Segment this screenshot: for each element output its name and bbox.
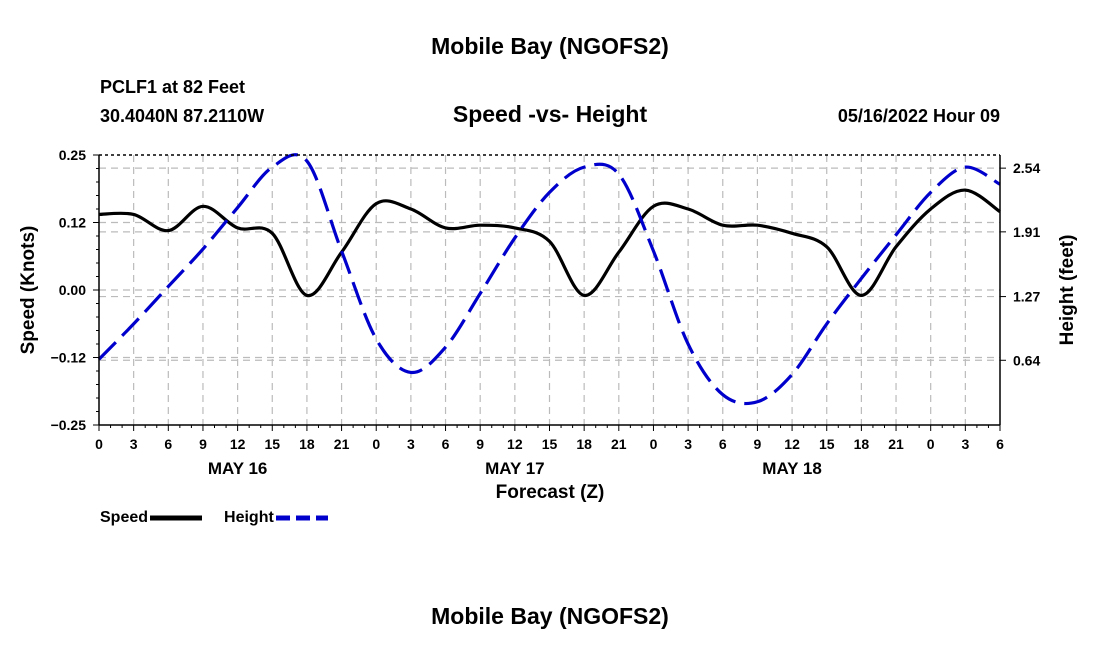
series-line-height bbox=[97, 153, 1001, 406]
station-label: PCLF1 at 82 Feet bbox=[100, 77, 246, 97]
x-tick-label: 18 bbox=[854, 436, 870, 452]
x-tick-label: 21 bbox=[611, 436, 627, 452]
x-tick-label: 12 bbox=[784, 436, 800, 452]
footer-title: Mobile Bay (NGOFS2) bbox=[431, 603, 669, 629]
x-axis-label: Forecast (Z) bbox=[495, 482, 605, 503]
x-tick-label: 18 bbox=[576, 436, 592, 452]
x-tick-label: 6 bbox=[164, 436, 172, 452]
y-left-tick-label: 0.12 bbox=[59, 215, 86, 231]
y-left-axis-title: Speed (Knots) bbox=[18, 226, 39, 355]
chart-subtitle: Speed -vs- Height bbox=[452, 101, 648, 127]
x-tick-label: 6 bbox=[719, 436, 727, 452]
x-tick-label: 0 bbox=[95, 436, 103, 452]
x-tick-label: 9 bbox=[754, 436, 762, 452]
x-tick-label: 15 bbox=[542, 436, 558, 452]
x-tick-label: 15 bbox=[264, 436, 280, 452]
x-tick-label: 6 bbox=[996, 436, 1004, 452]
legend-item-height: Height bbox=[224, 509, 330, 527]
y-right-tick-label: 0.64 bbox=[1013, 352, 1040, 368]
x-tick-label: 6 bbox=[442, 436, 450, 452]
legend-label-speed: Speed bbox=[100, 509, 149, 526]
y-right-tick-label: 1.27 bbox=[1013, 289, 1040, 305]
station-coordinates: 30.4040N 87.2110W bbox=[100, 106, 265, 126]
x-tick-label: 21 bbox=[334, 436, 350, 452]
series-line-speed bbox=[98, 188, 1001, 298]
axes-layer bbox=[93, 154, 1006, 431]
forecast-datetime: 05/16/2022 Hour 09 bbox=[837, 106, 1000, 126]
chart-main-title: Mobile Bay (NGOFS2) bbox=[431, 33, 669, 59]
y-left-tick-label: 0.25 bbox=[59, 147, 86, 163]
x-tick-label: 0 bbox=[650, 436, 658, 452]
x-tick-label: 3 bbox=[684, 436, 692, 452]
x-tick-label: 3 bbox=[961, 436, 969, 452]
x-tick-label: 12 bbox=[507, 436, 523, 452]
series-layer bbox=[97, 153, 1001, 406]
x-tick-label: 15 bbox=[819, 436, 835, 452]
x-tick-label: 18 bbox=[299, 436, 315, 452]
x-tick-label: 0 bbox=[372, 436, 380, 452]
legend-item-speed: Speed bbox=[100, 509, 204, 527]
x-tick-label: 9 bbox=[476, 436, 484, 452]
y-left-tick-label: 0.00 bbox=[59, 282, 86, 298]
y-right-tick-label: 1.91 bbox=[1013, 224, 1040, 240]
x-date-label: MAY 17 bbox=[485, 459, 545, 478]
speed-height-chart: 0 3 6 9 12 15 18 21 0 3 6 9 12 15 18 21 0 3 6 9 12 15 18 21 0 3 6 M… bbox=[18, 147, 1078, 478]
labels-layer: 0 3 6 9 12 15 18 21 0 3 6 9 12 15 18 21 0 3 6 9 12 15 18 21 0 3 6 M… bbox=[18, 147, 1078, 478]
legend-swatch-height bbox=[275, 515, 328, 521]
grid-layer bbox=[99, 155, 1000, 425]
x-tick-label: 3 bbox=[130, 436, 138, 452]
x-date-label: MAY 16 bbox=[208, 459, 268, 478]
y-left-tick-label: −0.12 bbox=[51, 350, 87, 366]
y-right-axis-title: Height (feet) bbox=[1057, 235, 1078, 346]
y-right-tick-label: 2.54 bbox=[1013, 160, 1040, 176]
y-left-tick-label: −0.25 bbox=[51, 417, 87, 433]
x-tick-label: 0 bbox=[927, 436, 935, 452]
x-tick-label: 12 bbox=[230, 436, 246, 452]
legend: Speed Height bbox=[100, 509, 330, 527]
legend-label-height: Height bbox=[224, 509, 274, 526]
x-date-label: MAY 18 bbox=[762, 459, 822, 478]
legend-swatch-speed bbox=[150, 515, 203, 521]
x-tick-label: 3 bbox=[407, 436, 415, 452]
x-tick-label: 9 bbox=[199, 436, 207, 452]
x-tick-label: 21 bbox=[888, 436, 904, 452]
